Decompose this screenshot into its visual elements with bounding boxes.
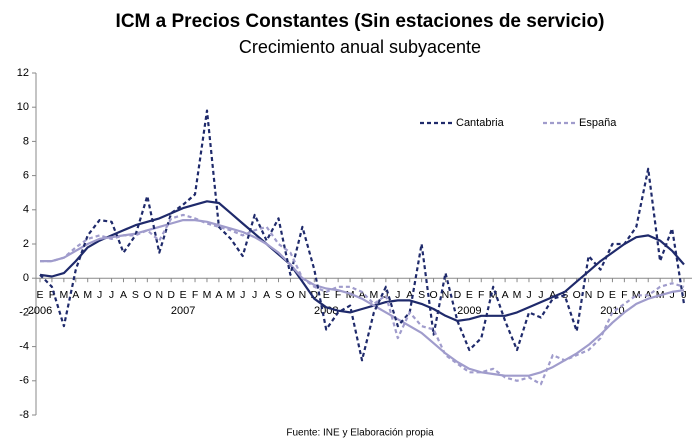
- x-tick-label: S: [132, 289, 139, 301]
- x-tick-label: A: [502, 289, 509, 301]
- x-tick-label: A: [120, 289, 127, 301]
- x-tick-label: O: [286, 289, 294, 301]
- x-tick-label: N: [155, 289, 163, 301]
- x-tick-label: O: [429, 289, 437, 301]
- source-note: Fuente: INE y Elaboración propia: [286, 428, 434, 439]
- x-tick-label: E: [466, 289, 473, 301]
- y-tick-label: -6: [19, 375, 29, 387]
- series-line: [39, 200, 685, 322]
- x-tick-label: A: [263, 289, 270, 301]
- x-tick-label: J: [681, 289, 686, 301]
- x-tick-label: J: [252, 289, 257, 301]
- x-tick-label: M: [346, 289, 355, 301]
- x-tick-label: J: [669, 289, 674, 301]
- x-tick-label: M: [513, 289, 522, 301]
- x-tick-label: J: [240, 289, 245, 301]
- y-tick-label: 8: [23, 135, 29, 147]
- x-tick-label: F: [621, 289, 627, 301]
- legend-label: España: [579, 117, 617, 129]
- y-tick-label: -8: [19, 409, 29, 421]
- x-tick-label: M: [59, 289, 68, 301]
- x-tick-label: J: [97, 289, 102, 301]
- x-tick-label: N: [299, 289, 307, 301]
- x-tick-label: M: [632, 289, 641, 301]
- x-tick-label: J: [395, 289, 400, 301]
- chart-title: ICM a Precios Constantes (Sin estaciones…: [116, 11, 605, 32]
- series-line: [40, 213, 685, 386]
- x-tick-label: F: [335, 289, 341, 301]
- x-tick-label: E: [609, 289, 616, 301]
- year-label: 2009: [457, 305, 481, 317]
- y-tick-label: 0: [23, 272, 29, 284]
- x-tick-label: D: [167, 289, 175, 301]
- year-label: 2006: [28, 305, 52, 317]
- x-tick-label: E: [323, 289, 330, 301]
- x-tick-label: F: [49, 289, 55, 301]
- y-tick-label: -4: [19, 341, 29, 353]
- x-tick-label: E: [180, 289, 187, 301]
- x-tick-label: A: [72, 289, 79, 301]
- y-tick-label: -2: [19, 306, 29, 318]
- x-tick-label: M: [370, 289, 379, 301]
- x-tick-label: M: [226, 289, 235, 301]
- series-line: [40, 219, 685, 377]
- x-tick-label: S: [418, 289, 425, 301]
- year-label: 2010: [600, 305, 624, 317]
- x-tick-label: M: [203, 289, 212, 301]
- chart-subtitle: Crecimiento anual subyacente: [239, 37, 481, 57]
- x-tick-label: D: [310, 289, 318, 301]
- series-line: [39, 109, 686, 362]
- x-tick-label: F: [192, 289, 198, 301]
- x-tick-label: J: [109, 289, 114, 301]
- x-tick-label: F: [478, 289, 484, 301]
- x-tick-label: O: [573, 289, 581, 301]
- y-tick-label: 4: [23, 204, 29, 216]
- y-tick-label: 2: [23, 238, 29, 250]
- legend-label: Cantabria: [456, 117, 505, 129]
- y-tick-label: 10: [17, 101, 29, 113]
- x-tick-label: A: [215, 289, 222, 301]
- y-tick-label: 6: [23, 170, 29, 182]
- x-tick-label: J: [526, 289, 531, 301]
- y-tick-label: 12: [17, 67, 29, 79]
- x-tick-label: N: [442, 289, 450, 301]
- x-tick-label: M: [83, 289, 92, 301]
- x-tick-label: M: [489, 289, 498, 301]
- x-tick-label: D: [454, 289, 462, 301]
- x-tick-label: A: [549, 289, 556, 301]
- x-tick-label: N: [585, 289, 593, 301]
- x-tick-label: E: [36, 289, 43, 301]
- year-label: 2007: [171, 305, 195, 317]
- x-tick-label: S: [275, 289, 282, 301]
- x-tick-label: J: [538, 289, 543, 301]
- x-tick-label: J: [383, 289, 388, 301]
- x-tick-label: A: [406, 289, 413, 301]
- x-tick-label: O: [143, 289, 151, 301]
- x-tick-label: A: [358, 289, 365, 301]
- x-tick-label: D: [597, 289, 605, 301]
